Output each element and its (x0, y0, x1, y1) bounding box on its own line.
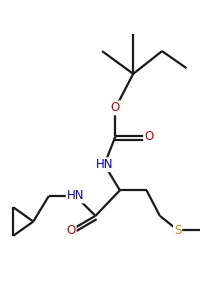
Text: HN: HN (67, 189, 84, 202)
Text: HN: HN (96, 158, 113, 171)
Text: O: O (144, 130, 153, 143)
Text: O: O (66, 224, 76, 237)
Text: S: S (174, 224, 181, 237)
Text: O: O (111, 101, 120, 114)
